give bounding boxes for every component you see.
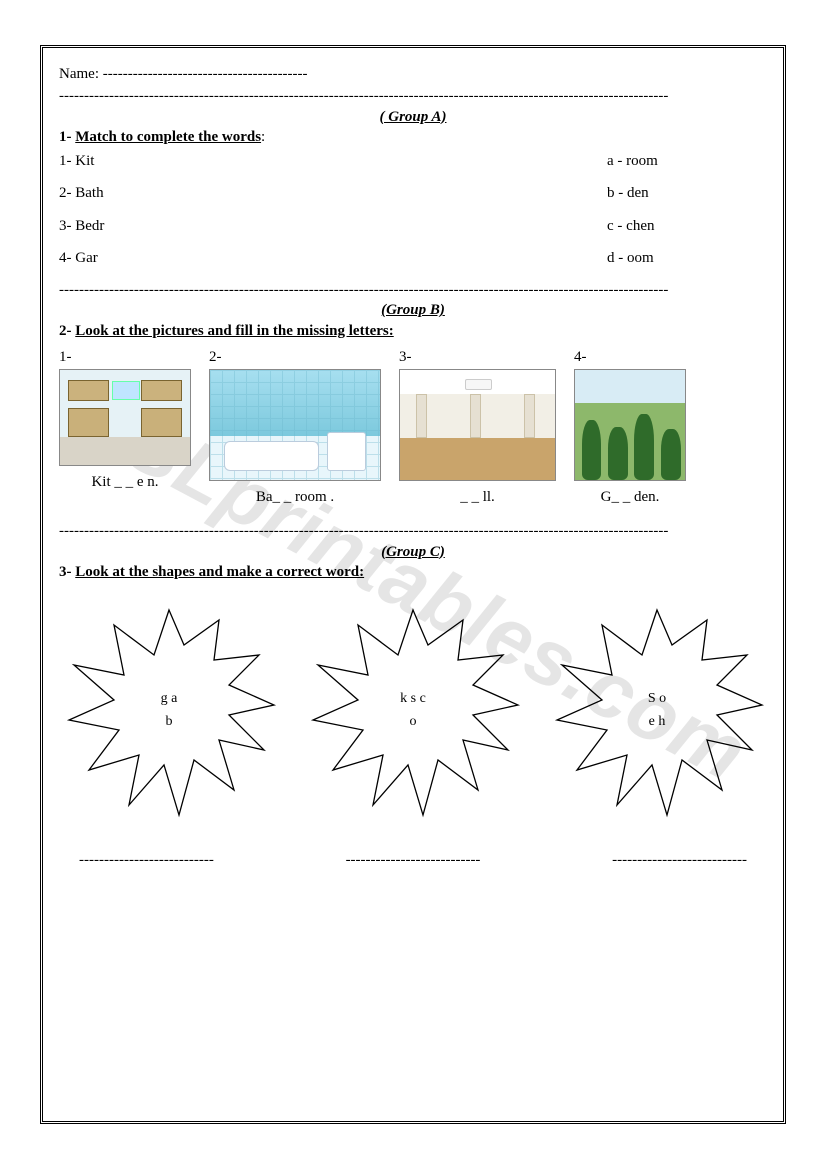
worksheet-frame: { "meta": { "watermark": "ESLprintables.… (40, 45, 786, 1124)
pic-num: 3- (399, 347, 412, 367)
match-right-letter: b - (607, 185, 623, 201)
q1-number: 1- (59, 129, 72, 145)
match-left-num: 1- (59, 153, 72, 169)
picture-item-2: 2- Ba_ _ room . (209, 347, 381, 508)
q3-text: Look at the shapes and make a correct wo… (75, 564, 364, 580)
burst-letters: g a b (59, 690, 279, 732)
match-right-text: chen (626, 218, 654, 234)
q2-text: Look at the pictures and fill in the mis… (75, 323, 393, 339)
hall-image (399, 369, 556, 481)
starburst-2: k s c o (303, 600, 523, 830)
answer-blank-1[interactable]: --------------------------- (79, 850, 214, 870)
picture-item-3: 3- _ _ ll. (399, 347, 556, 508)
question-3-head: 3- Look at the shapes and make a correct… (59, 562, 767, 582)
match-right-letter: a - (607, 153, 622, 169)
match-right-text: room (626, 153, 658, 169)
pic-num: 1- (59, 347, 72, 367)
q1-colon: : (261, 129, 265, 145)
match-left-text: Bedr (75, 218, 104, 234)
group-b-heading: (Group B) (59, 300, 767, 320)
burst-row2: o (303, 713, 523, 732)
pic-num: 2- (209, 347, 222, 367)
starburst-3: S o e h (547, 600, 767, 830)
picture-item-4: 4- G_ _ den. (574, 347, 686, 508)
group-c-title: (Group C) (381, 544, 445, 560)
burst-row1: g a (59, 690, 279, 709)
burst-row2: e h (547, 713, 767, 732)
bathroom-icon (210, 370, 380, 480)
match-left-num: 4- (59, 250, 72, 266)
pic-caption[interactable]: _ _ ll. (460, 487, 495, 507)
burst-row1: S o (547, 690, 767, 709)
answer-blanks-row: --------------------------- ------------… (59, 850, 767, 870)
match-left-text: Bath (75, 185, 103, 201)
q3-number: 3- (59, 564, 72, 580)
burst-row2: b (59, 713, 279, 732)
name-line[interactable]: ----------------------------------------… (99, 66, 308, 82)
match-left-num: 2- (59, 185, 72, 201)
bottom-spacer (59, 870, 767, 910)
name-label: Name: (59, 66, 99, 82)
match-left-text: Gar (75, 250, 98, 266)
hall-icon (400, 370, 555, 480)
group-c-heading: (Group C) (59, 542, 767, 562)
bathroom-image (209, 369, 381, 481)
divider: ----------------------------------------… (59, 280, 767, 300)
name-row: Name: ----------------------------------… (59, 64, 767, 84)
pictures-row: 1- Kit _ _ e n. 2- (59, 347, 767, 508)
burst-letters: S o e h (547, 690, 767, 732)
kitchen-image (59, 369, 191, 466)
pic-caption[interactable]: Kit _ _ e n. (91, 472, 158, 492)
match-left-text: Kit (75, 153, 94, 169)
group-a-title: ( Group A) (380, 109, 447, 125)
match-right-letter: d - (607, 250, 623, 266)
picture-item-1: 1- Kit _ _ e n. (59, 347, 191, 508)
pic-caption[interactable]: Ba_ _ room . (256, 487, 334, 507)
burst-letters: k s c o (303, 690, 523, 732)
starburst-row: g a b k s c o S o (59, 600, 767, 830)
burst-row1: k s c (303, 690, 523, 709)
divider: ----------------------------------------… (59, 86, 767, 106)
starburst-1: g a b (59, 600, 279, 830)
pic-caption[interactable]: G_ _ den. (601, 487, 660, 507)
group-a-heading: ( Group A) (59, 107, 767, 127)
match-row-1[interactable]: 1- Kit a - room (59, 151, 767, 171)
worksheet-page: ESLprintables.com { "meta": { "watermark… (0, 0, 826, 1169)
match-right-text: oom (627, 250, 654, 266)
kitchen-icon (60, 370, 190, 465)
q2-number: 2- (59, 323, 72, 339)
question-1-head: 1- Match to complete the words: (59, 127, 767, 147)
answer-blank-2[interactable]: --------------------------- (346, 850, 481, 870)
match-right-text: den (627, 185, 649, 201)
match-row-3[interactable]: 3- Bedr c - chen (59, 216, 767, 236)
match-left-num: 3- (59, 218, 72, 234)
pic-num: 4- (574, 347, 587, 367)
match-row-4[interactable]: 4- Gar d - oom (59, 248, 767, 268)
answer-blank-3[interactable]: --------------------------- (612, 850, 747, 870)
match-right-letter: c - (607, 218, 622, 234)
match-row-2[interactable]: 2- Bath b - den (59, 183, 767, 203)
q1-text: Match to complete the words (75, 129, 261, 145)
question-2-head: 2- Look at the pictures and fill in the … (59, 321, 767, 341)
garden-icon (575, 370, 685, 480)
garden-image (574, 369, 686, 481)
divider: ----------------------------------------… (59, 521, 767, 541)
group-b-title: (Group B) (381, 302, 445, 318)
